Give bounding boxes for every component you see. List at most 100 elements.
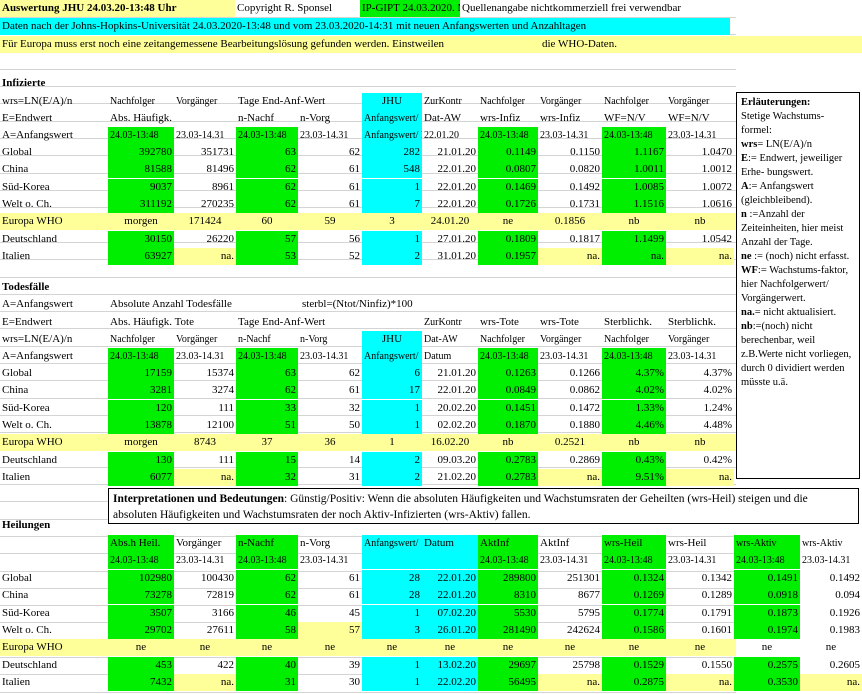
data-cell: 0.1791: [701, 607, 732, 619]
col-header: Nachfolger: [480, 96, 525, 107]
col-header: n-Nachf: [238, 112, 275, 124]
data-cell: 56495: [478, 674, 538, 691]
data-cell: 37: [261, 436, 273, 448]
formula-label: E=Endwert: [2, 316, 53, 328]
data-cell: 61: [349, 163, 360, 175]
data-cell: 63927: [108, 248, 174, 265]
data-cell: 16.02.20: [430, 436, 470, 448]
col-header: Tage End-Anf-Wert: [238, 316, 326, 328]
data-cell: 0.0820: [569, 163, 600, 175]
data-cell: 14: [349, 454, 360, 466]
date-cell: 24.03-13:48: [478, 348, 538, 365]
data-cell: 0.1586: [602, 622, 666, 639]
data-cell: 1: [362, 231, 422, 248]
data-cell: 22.01.20: [437, 163, 477, 175]
data-cell: 0.1774: [602, 605, 666, 622]
col-header: wrs-Tote: [540, 316, 579, 328]
data-cell: 1: [389, 436, 395, 448]
col-header: wrs-Heil: [668, 537, 707, 549]
grid-line: [0, 17, 736, 18]
data-cell: 1.0085: [602, 179, 666, 196]
data-cell: 1: [362, 657, 422, 674]
col-header: sterbl=(Ntot/Ninfiz)*100: [302, 298, 413, 310]
notes-term: WF: [741, 265, 758, 276]
data-cell: 6077: [108, 469, 174, 486]
data-cell: 289800: [478, 570, 538, 587]
date-cell: 23.03-14.31: [540, 351, 589, 362]
data-cell: ne: [564, 641, 576, 653]
data-cell: 22.02.20: [422, 674, 478, 691]
data-cell: 09.03.20: [437, 454, 477, 466]
notes-text: := Wachstums-faktor, hier Nachfolgerwert…: [741, 265, 849, 304]
data-cell: ne: [261, 641, 273, 653]
row-fill: [0, 213, 736, 230]
col-header: n-Nachf: [236, 535, 298, 552]
data-cell: 1: [362, 179, 422, 196]
data-cell: 62: [236, 161, 298, 178]
data-cell: 27.01.20: [437, 233, 477, 245]
data-cell: 9.51%: [602, 469, 666, 486]
notes-text: := Endwert, jeweiliger Erhe- bungswert.: [741, 153, 843, 178]
col-header: Nachfolger: [480, 334, 525, 345]
data-cell: 39: [349, 659, 360, 671]
date-cell: 24.03-13:48: [602, 348, 666, 365]
data-cell: 0.1491: [734, 570, 800, 587]
date-cell: Anfangswert/: [362, 348, 422, 365]
data-cell: 62: [236, 196, 298, 213]
data-cell: 111: [218, 402, 234, 414]
row-label: Welt o. Ch.: [2, 198, 52, 210]
row-label: Europa WHO: [2, 436, 63, 448]
data-cell: 7432: [108, 674, 174, 691]
data-cell: na.: [174, 248, 236, 265]
col-header: Vorgänger: [176, 334, 218, 345]
note-text: Für Europa muss erst noch eine zeitangem…: [2, 38, 445, 50]
data-cell: 46: [236, 605, 298, 622]
data-cell: 62: [349, 146, 360, 158]
col-header: Abs. Häufigk. Tote: [110, 316, 194, 328]
date-cell: 23.03-14.31: [176, 130, 225, 141]
col-header: wrs-Aktiv: [734, 535, 800, 552]
date-cell: 23.03-14.31: [668, 555, 717, 566]
date-cell: Anfangswert/ Datum: [362, 127, 422, 144]
col-header: n-Vorg: [300, 537, 331, 549]
notes-term: E: [741, 153, 749, 164]
data-cell: 0.1472: [569, 402, 600, 414]
row-label: Welt o. Ch.: [2, 419, 52, 431]
data-cell: 242624: [567, 624, 600, 636]
data-cell: 17: [362, 382, 422, 399]
col-header: Abs. Häufigk. Infiz.: [110, 112, 174, 124]
row-label: Italien: [2, 250, 31, 262]
data-cell: 0.3530: [734, 674, 800, 691]
data-cell: 61: [349, 589, 360, 601]
col-header: Abs.h Heil.: [108, 535, 174, 552]
col-header: wrs-Infiz: [540, 112, 581, 124]
data-cell: 25798: [572, 659, 601, 671]
data-cell: 282: [362, 144, 422, 161]
data-cell: morgen: [124, 215, 158, 227]
notes-box: Erläuterungen: Stetige Wachstums-formel: w…: [736, 92, 860, 479]
data-cell: 73278: [108, 587, 174, 604]
data-cell: 0.2575: [734, 657, 800, 674]
data-cell: ne: [825, 641, 837, 653]
data-cell: 21.01.20: [437, 367, 477, 379]
data-cell: nb: [628, 436, 640, 448]
data-cell: 31: [349, 471, 360, 483]
date-cell: 24.03-13:48: [236, 552, 298, 569]
date-cell: 23.03-14.31: [176, 555, 225, 566]
data-cell: 548: [362, 161, 422, 178]
row-label: China: [2, 589, 29, 601]
col-header: Nachfolger: [110, 96, 155, 107]
col-header: Dat-AW: [424, 112, 461, 124]
col-header: Anfangswert/: [362, 535, 422, 552]
data-cell: ne: [628, 641, 640, 653]
grid-line: [0, 294, 736, 295]
data-cell: 31.01.20: [437, 250, 477, 262]
date-cell: 23.03-14.31: [540, 555, 589, 566]
data-cell: 81496: [206, 163, 235, 175]
col-header: Vorgänger: [668, 334, 710, 345]
data-cell: 0.0807: [478, 161, 538, 178]
grid-line: [0, 277, 736, 278]
data-cell: 0.1957: [478, 248, 538, 265]
row-label: Global: [2, 572, 32, 584]
data-cell: 0.0918: [734, 587, 800, 604]
